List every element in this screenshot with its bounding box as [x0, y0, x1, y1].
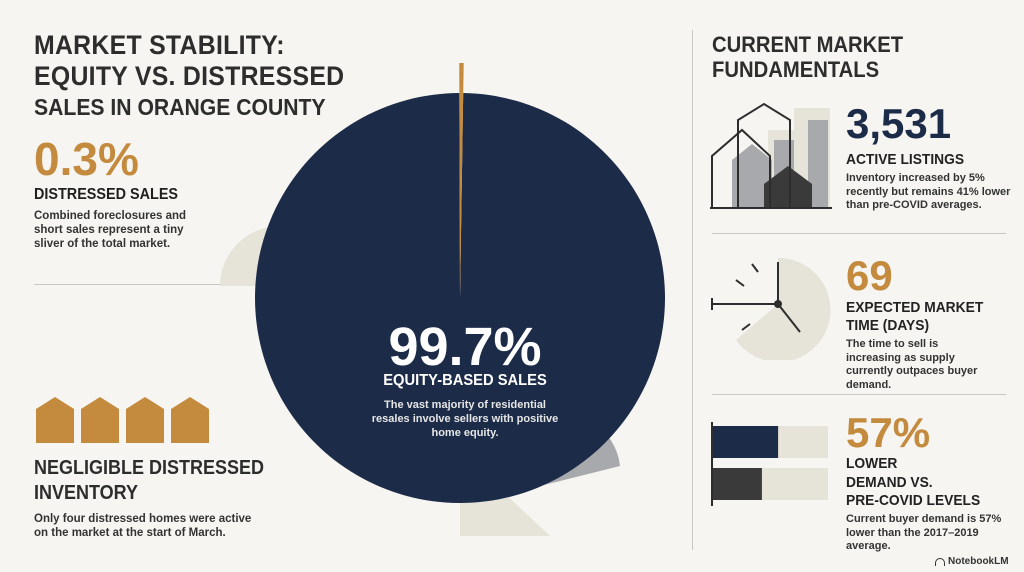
section-divider-1: [712, 233, 1006, 234]
market-time-label-line-2: TIME (DAYS): [846, 317, 930, 334]
demand-label-line-2: PRE-COVID LEVELS: [846, 492, 981, 509]
house-icon: [171, 397, 209, 443]
market-time-label-line-1: EXPECTED MARKET: [846, 299, 984, 316]
equity-pie-chart: [220, 63, 665, 536]
brand-label: NotebookLM: [948, 556, 1009, 567]
distressed-description: Combined foreclosures and short sales re…: [34, 210, 187, 250]
equity-description: The vast majority of residential resales…: [371, 399, 559, 439]
pie-slices: [254, 63, 665, 504]
fundamentals-title-line-2: FUNDAMENTALS: [712, 57, 880, 82]
buildings-icon: [710, 102, 832, 209]
listings-label: ACTIVE LISTINGS: [846, 151, 965, 168]
main-title: MARKET STABILITY: EQUITY VS. DISTRESSED …: [34, 30, 364, 122]
demand-bars-icon: [711, 422, 828, 506]
listings-value: 3,531: [846, 100, 952, 147]
negligible-title-line-2: INVENTORY: [34, 482, 139, 504]
market-time-value: 69: [846, 252, 893, 299]
listings-description: Inventory increased by 5% recently but r…: [846, 172, 1011, 211]
section-divider-2: [712, 394, 1006, 395]
title-line-1: MARKET STABILITY:: [34, 30, 285, 60]
demand-sub: LOWER: [846, 455, 898, 472]
negligible-title-line-1: NEGLIGIBLE DISTRESSED: [34, 457, 265, 479]
decor-beige-arc-bottom-left: [460, 496, 510, 536]
brand-watermark: NotebookLM: [935, 556, 1009, 567]
fundamentals-title: CURRENT MARKET FUNDAMENTALS: [712, 32, 903, 82]
demand-description: Current buyer demand is 57% lower than t…: [846, 513, 1002, 552]
market-time-description: The time to sell is increasing as supply…: [846, 338, 978, 391]
distressed-value: 0.3%: [34, 133, 139, 185]
left-divider: [34, 284, 284, 285]
equity-label: EQUITY-BASED SALES: [383, 372, 547, 389]
title-line-3: SALES IN ORANGE COUNTY: [34, 94, 326, 120]
vertical-divider: [692, 30, 693, 550]
demand-label: DEMAND VS. PRE-COVID LEVELS: [846, 474, 980, 510]
equity-value: 99.7%: [388, 317, 542, 377]
demand-bar-fill-2: [712, 468, 762, 500]
pie-slice-distressed: [459, 63, 464, 299]
demand-bar-fill-1: [712, 426, 779, 458]
title-line-2: EQUITY VS. DISTRESSED: [34, 61, 345, 91]
pie-slice-equity: [254, 93, 665, 504]
market-time-label: EXPECTED MARKET TIME (DAYS): [846, 299, 983, 335]
fundamentals-title-line-1: CURRENT MARKET: [712, 32, 904, 57]
negligible-description: Only four distressed homes were active o…: [34, 513, 252, 539]
house-icons: [36, 397, 209, 443]
house-icon: [81, 397, 119, 443]
distressed-label: DISTRESSED SALES: [34, 186, 179, 203]
house-icon: [36, 397, 74, 443]
demand-value: 57%: [846, 409, 931, 456]
house-icon: [126, 397, 164, 443]
clock-icon: [711, 257, 831, 360]
demand-label-line-1: DEMAND VS.: [846, 474, 933, 491]
notebooklm-icon: [935, 557, 945, 566]
negligible-title: NEGLIGIBLE DISTRESSED INVENTORY: [34, 456, 264, 506]
